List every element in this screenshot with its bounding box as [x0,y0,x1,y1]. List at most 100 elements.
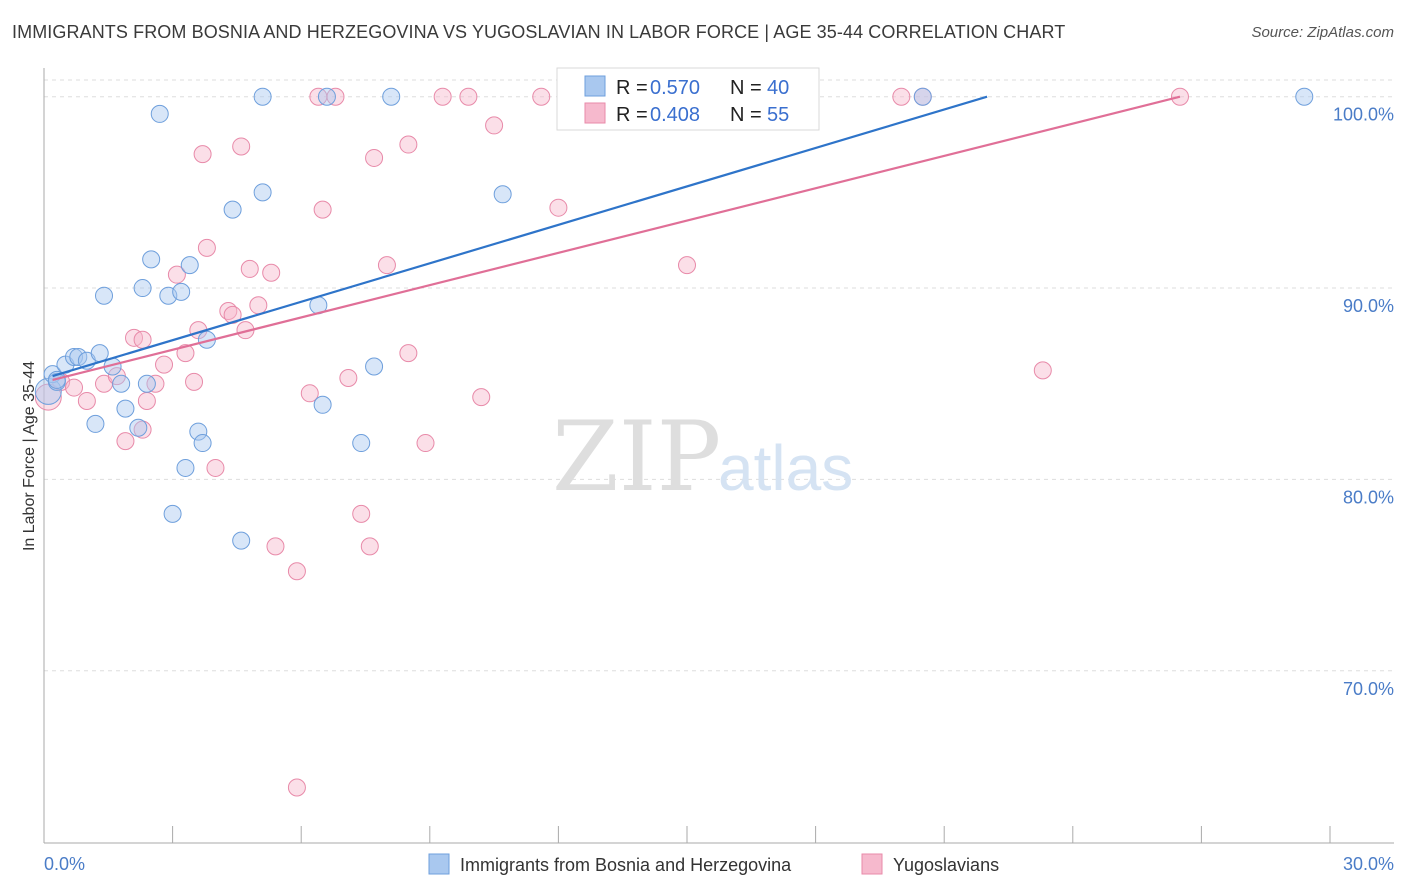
watermark-zip: ZIP [552,401,721,513]
yugoslavians-point-29 [313,200,332,219]
bosnia-point-27 [253,87,272,106]
legend-r-value-yugoslavians: 0.408 [650,104,700,126]
bosnia-point-14 [95,286,114,305]
bosnia-point-28 [253,183,272,202]
legend-swatch-yugoslavians [584,102,606,124]
yugoslavians-point-17 [197,238,216,257]
bosnia-point-37 [913,87,932,106]
bottom-legend-swatch-bosnia [428,853,450,875]
bosnia-point-25 [223,200,242,219]
yugoslavians-point-41 [485,116,504,135]
y-tick-labels: 70.0% 80.0% 90.0% 100.0% [1333,105,1394,699]
source-credit: Source: ZipAtlas.com [1251,24,1394,41]
yugoslavians-point-32 [352,504,371,523]
yugoslavians-point-47 [892,87,911,106]
trend-line-bosnia [52,95,988,378]
yugoslavians-point-24 [262,263,281,282]
y-axis-label: In Labor Force | Age 35-44 [21,361,38,551]
gridlines [44,79,1394,672]
yugoslavians-point-52 [137,391,156,410]
yugoslavians-point-16 [193,145,212,164]
bosnia-point-10 [137,374,156,393]
yugoslavians-point-23 [249,296,268,315]
bosnia-point-19 [180,256,199,275]
bottom-legend: Immigrants from Bosnia and Herzegovina Y… [428,853,999,875]
yugoslavians-point-37 [399,135,418,154]
yugoslavians-point-11 [155,355,174,374]
chart-title: IMMIGRANTS FROM BOSNIA AND HERZEGOVINA V… [12,22,1066,42]
bosnia-point-11 [86,414,105,433]
bosnia-point-31 [317,87,336,106]
yugoslavians-point-22 [240,259,259,278]
x-tick-label-max: 30.0% [1343,854,1394,874]
yugoslavians-point-36 [399,344,418,363]
yugoslavians-point-35 [377,256,396,275]
yugoslavians-point-25 [266,537,285,556]
bosnia-point-24 [163,504,182,523]
legend-n-label-yugoslavians: N = [730,104,762,126]
yugoslavians-point-39 [433,87,452,106]
bosnia-point-36 [150,104,169,123]
legend-n-value-bosnia: 40 [767,77,789,99]
bosnia-point-21 [189,422,208,441]
bosnia-point-18 [172,282,191,301]
legend-r-label-yugoslavians: R = [616,104,648,126]
y-tick-label-1: 80.0% [1343,487,1394,507]
bottom-legend-label-yugoslavians: Yugoslavians [893,855,999,875]
yugoslavians-point-3 [77,391,96,410]
yugoslavians-point-27 [287,778,306,797]
watermark: ZIP atlas [552,401,853,513]
bosnia-point-34 [382,87,401,106]
yugoslavians-point-6 [116,432,135,451]
yugoslavians-point-49 [1033,361,1052,380]
yugoslavians-point-45 [678,256,696,275]
bosnia-point-32 [352,434,371,453]
yugoslavians-point-20 [232,137,251,156]
bosnia-point-5 [69,347,88,366]
series-bosnia-points [34,87,1314,550]
bosnia-point-9 [112,374,131,393]
bosnia-point-12 [116,399,135,418]
trend-lines [52,95,1181,381]
correlation-legend: R = 0.570 N = 40 R = 0.408 N = 55 [556,67,820,131]
yugoslavians-point-33 [360,537,379,556]
yugoslavians-point-26 [287,562,306,581]
yugoslavians-point-38 [416,434,435,453]
legend-n-value-yugoslavians: 55 [767,104,789,126]
x-ticks [43,826,1331,843]
legend-r-label-bosnia: R = [616,77,648,99]
yugoslavians-point-54 [472,388,491,407]
yugoslavians-point-18 [206,458,225,477]
watermark-atlas: atlas [718,432,853,504]
series-yugoslavians-points [34,87,1189,797]
bosnia-point-13 [129,418,148,437]
y-tick-label-2: 90.0% [1343,296,1394,316]
yugoslavians-point-31 [339,369,358,387]
bosnia-point-22 [193,434,212,453]
yugoslavians-point-53 [300,384,319,403]
yugoslavians-point-12 [167,265,186,284]
bosnia-point-30 [313,395,332,414]
yugoslavians-point-2 [65,378,84,397]
y-tick-label-0: 70.0% [1343,679,1394,699]
yugoslavians-point-14 [185,372,204,391]
yugoslavians-point-9 [133,330,152,349]
bosnia-point-38 [1295,87,1314,106]
bosnia-point-33 [365,357,384,376]
legend-n-label-bosnia: N = [730,77,762,99]
trend-line-yugoslavians [52,95,1181,381]
yugoslavians-point-43 [549,198,568,217]
yugoslavians-point-42 [532,87,551,106]
bosnia-point-26 [232,531,251,550]
y-tick-label-3: 100.0% [1333,105,1394,125]
x-tick-label-min: 0.0% [44,854,85,874]
bosnia-point-15 [133,279,152,298]
bottom-legend-swatch-yugoslavians [861,853,883,875]
yugoslavians-point-34 [365,148,384,167]
bosnia-point-23 [176,458,195,477]
bosnia-point-16 [142,250,161,269]
yugoslavians-point-13 [176,344,195,363]
axes [43,68,1394,844]
bottom-legend-label-bosnia: Immigrants from Bosnia and Herzegovina [460,855,792,875]
